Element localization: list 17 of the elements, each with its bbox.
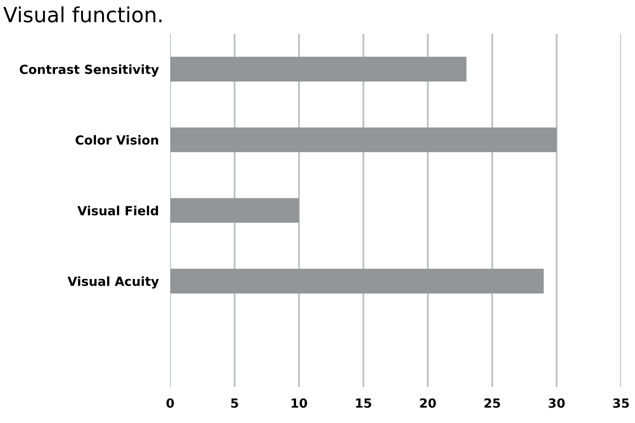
x-tick-label: 30: [548, 398, 565, 408]
x-tick-label: 0: [166, 398, 174, 408]
x-tick-label: 25: [484, 398, 500, 408]
bar: [170, 268, 544, 294]
bar: [170, 198, 299, 223]
bar: [170, 56, 466, 82]
x-tick-label: 35: [613, 398, 629, 408]
bar: [170, 127, 557, 152]
x-tick-label: 5: [231, 398, 238, 408]
y-tick-label: Visual Field: [77, 206, 158, 216]
x-tick-label: 10: [292, 398, 308, 408]
chart-title: Visual function.: [3, 6, 162, 22]
y-tick-label: Color Vision: [76, 135, 158, 145]
y-tick-label: Visual Acuity: [68, 276, 159, 289]
x-tick-label: 15: [356, 398, 372, 408]
y-tick-label: Contrast Sensitivity: [20, 64, 159, 77]
x-tick-label: 20: [420, 398, 436, 408]
